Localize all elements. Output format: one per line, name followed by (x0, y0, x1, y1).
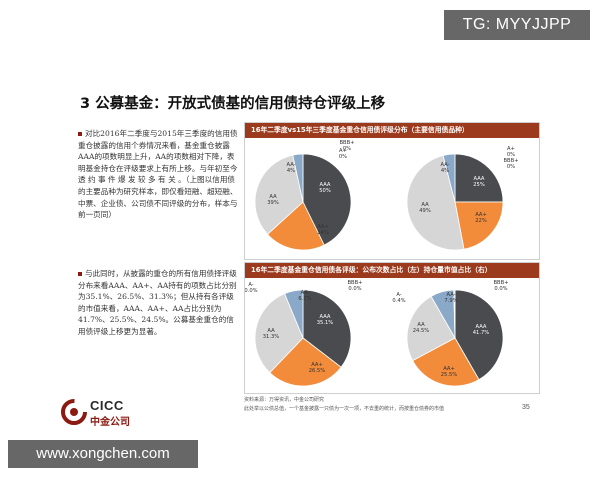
footer-source: 资料来源：万得资讯，中金公司研究 (244, 397, 325, 403)
pie-label-value: 24.5% (413, 328, 430, 334)
pie-slice-aaplus (269, 337, 342, 387)
pie-slice-aa (406, 155, 465, 251)
pie-slice-aaminus (284, 289, 304, 339)
pie-slice-aaminus (442, 153, 456, 203)
chart-panel-bottom-header: 16年二季度基金重仓信用债各评级：公布次数占比（左）持仓量市值占比（右） (245, 263, 539, 278)
pie-label-value: 50% (319, 188, 331, 194)
watermark-bottom: www.xongchen.com (8, 440, 198, 468)
pie-label-name: BBB+ (339, 140, 354, 146)
pie-slice-aaa (454, 153, 504, 203)
pie-slice-aaa (454, 289, 504, 381)
pie-label-name: A- (248, 282, 253, 288)
pie-label-name: AA (269, 194, 277, 200)
pie-chart-count-share: AAA35.1%AA+26.5%AA31.3%AA-6.2%A-0.0%BBB+… (244, 280, 363, 387)
pie-label-value: 41.7% (473, 330, 490, 336)
pie-label-value: 4% (441, 168, 449, 174)
pie-label-value: 0% (339, 154, 347, 160)
pie-slice-aaplus (454, 201, 504, 250)
pie-label-name: AA+ (311, 362, 323, 368)
pie-label-name: AA+ (317, 224, 329, 230)
bullet-text-2: 与此同时，从披露的重仓的所有信用债择评级分布来看AAA、AA+、AA持有的项数占… (78, 269, 237, 336)
pie-label-value: 39% (267, 200, 279, 206)
pie-label-name: A+ (507, 146, 515, 152)
chart-panel-bottom-svg: AAA35.1%AA+26.5%AA31.3%AA-6.2%A-0.0%BBB+… (244, 280, 509, 387)
pie-label-name: AA+ (443, 366, 455, 372)
pie-label-name: A- (396, 292, 401, 298)
pie-label-value: 7.9% (444, 298, 457, 304)
bullet-text-1: 对比2016年二季度与2015年三季度的信用债重仓披露的信用个券情况来看，基金重… (78, 129, 238, 220)
pie-label-value: 26.5% (309, 368, 326, 374)
pie-label-name: AA+ (475, 212, 487, 218)
pie-label-name: AA- (301, 290, 310, 296)
pie-label-value: 0.0% (348, 286, 361, 292)
watermark-top: TG: MYYJJPP (444, 10, 590, 40)
pie-label-value: 6.2% (298, 296, 311, 302)
pie-label-value: 0% (507, 164, 515, 170)
pie-slice-aaplus (266, 201, 325, 251)
logo-text-en: CICC (90, 398, 124, 413)
page-title: 3 公募基金：开放式债基的信用债持仓评级上移 (80, 96, 386, 112)
pie-label-name: BBB+ (493, 280, 508, 286)
pie-label-value: 0% (507, 152, 515, 158)
pie-label-value: 49% (419, 208, 431, 214)
bullet-marker (78, 132, 82, 136)
pie-label-value: 24% (317, 230, 329, 236)
cicc-logo: CICC 中金公司 (60, 398, 180, 428)
pie-label-name: AA- (287, 162, 296, 168)
pie-label-name: AA (417, 322, 425, 328)
pie-label-name: AA- (441, 162, 450, 168)
pie-label-name: AAA (476, 324, 487, 330)
pie-label-value: 25% (473, 182, 485, 188)
page-number: 35 (522, 404, 530, 411)
pie-label-name: A+ (339, 148, 347, 154)
chart-panel-top-header: 16年二季度vs15年三季度基金重仓信用债评级分布（主要信用债品种） (245, 123, 539, 138)
pie-label-value: 31.3% (263, 334, 280, 340)
pie-label-value: 0% (343, 146, 351, 152)
pie-slice-aaa (302, 289, 352, 368)
pie-slice-aminus (453, 289, 456, 339)
bullet-paragraph-2: 与此同时，从披露的重仓的所有信用债择评级分布来看AAA、AA+、AA持有的项数占… (78, 268, 238, 338)
pie-label-name: AA- (447, 292, 456, 298)
chart-panel-top: 16年二季度vs15年三季度基金重仓信用债评级分布（主要信用债品种） AAA 50… (244, 122, 540, 260)
pie-label-value: 0.0% (245, 288, 258, 294)
bullet-marker (78, 272, 82, 276)
pie-label-value: 35.1% (317, 320, 334, 326)
footer-note: 此处举以公债总值，一个基金披露一只债为一次一项，不去重的统计，而按重仓债券的市值 (244, 406, 445, 412)
pie-label-name: AA (421, 202, 429, 208)
bullet-paragraph-1: 对比2016年二季度与2015年三季度的信用债重仓披露的信用个券情况来看，基金重… (78, 128, 238, 221)
pie-label-name: AAA (474, 176, 485, 182)
pie-slice-aaplus (412, 337, 480, 387)
pie-label-name: AA (267, 328, 275, 334)
pie-label-name: AAA (320, 182, 331, 188)
pie-label-value: 0.4% (392, 298, 405, 304)
pie-label-value: 22% (475, 218, 487, 224)
chart-panel-bottom: 16年二季度基金重仓信用债各评级：公布次数占比（左）持仓量市值占比（右） AAA… (244, 262, 540, 394)
pie-slice-aa (254, 293, 304, 374)
pie-slice-aaminus (292, 153, 304, 203)
pie-slice-aa (254, 154, 304, 235)
pie-label-value: 0.0% (494, 286, 507, 292)
pie-label-name: BBB+ (503, 158, 518, 164)
pie-slice-aa (406, 295, 456, 362)
logo-text-cn: 中金公司 (90, 417, 130, 428)
cicc-logo-icon (61, 399, 87, 425)
pie-slice-aaa (302, 153, 352, 246)
pie-label-name: BBB+ (347, 280, 362, 286)
pie-label-value: 25.5% (441, 372, 458, 378)
pie-label-name: AAA (320, 314, 331, 320)
pie-label-value: 4% (287, 168, 295, 174)
